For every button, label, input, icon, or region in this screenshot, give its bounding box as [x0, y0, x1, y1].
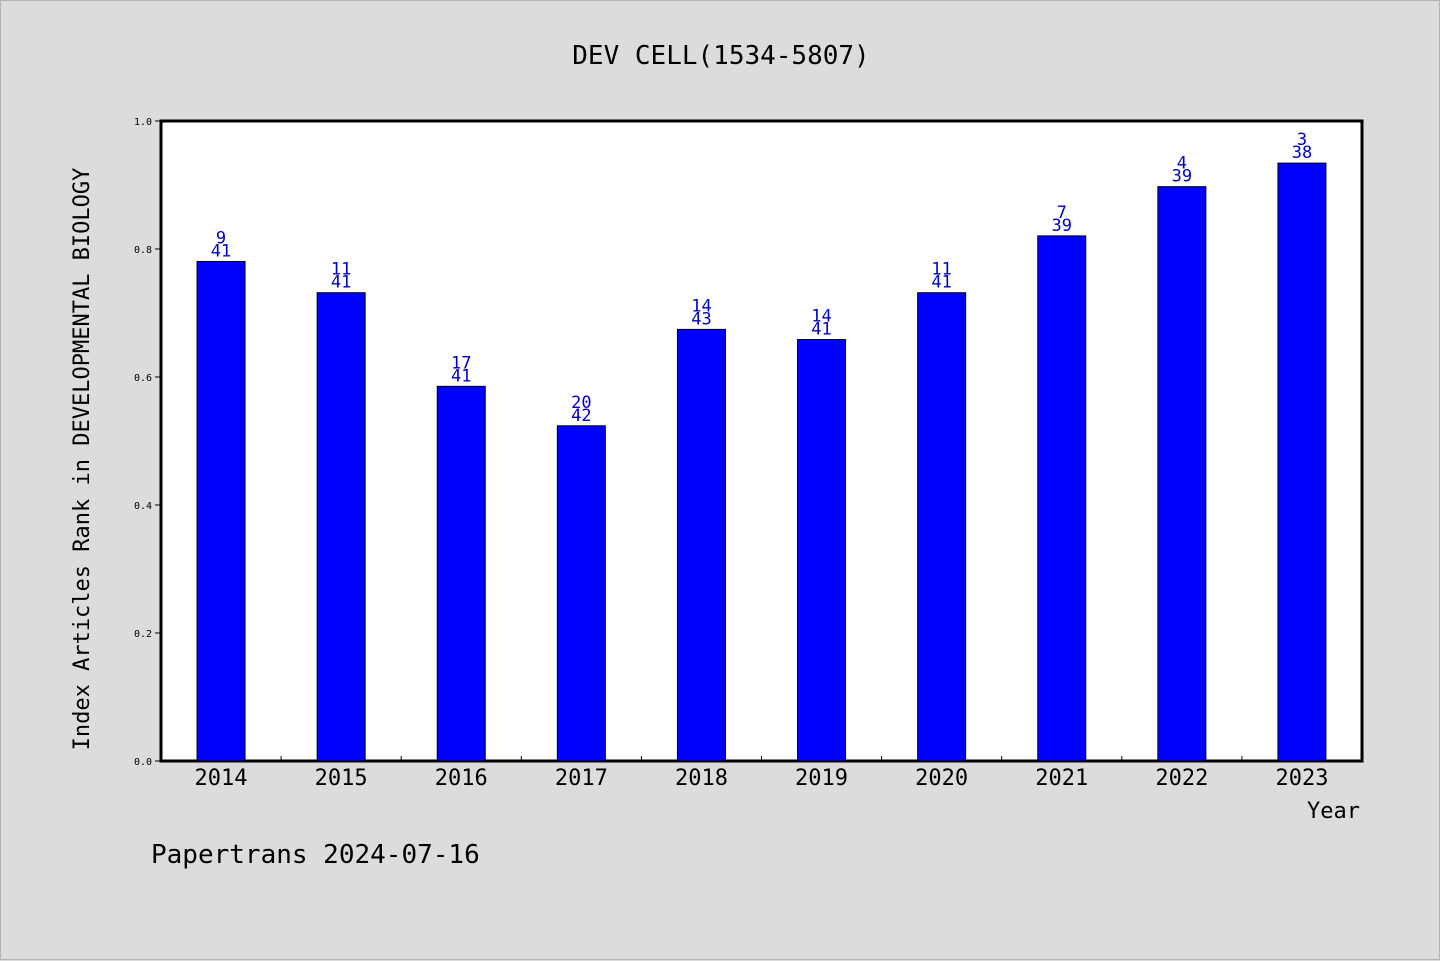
bar-2022	[1157, 186, 1207, 762]
bar-rank-label: 11	[331, 260, 351, 280]
x-axis-label: Year	[1307, 799, 1360, 824]
y-tick-label: 0.4	[134, 501, 152, 512]
bar-2019	[797, 339, 847, 762]
bar-total-label: 41	[931, 273, 951, 293]
x-tick-label: 2017	[555, 766, 608, 791]
y-tick-label: 0.6	[134, 373, 152, 384]
bar-rank-label: 11	[931, 260, 951, 280]
bar-2023	[1277, 162, 1327, 762]
x-tick-label: 2015	[315, 766, 368, 791]
bar-total-label: 39	[1172, 167, 1192, 187]
bar-2018	[676, 328, 726, 762]
x-tick-label: 2018	[675, 766, 728, 791]
bar-rank-label: 17	[451, 353, 471, 373]
bar-2015	[316, 292, 366, 762]
bar-2017	[556, 425, 606, 762]
x-tick-label: 2023	[1275, 766, 1328, 791]
bar-total-label: 41	[451, 366, 471, 386]
x-tick-label: 2021	[1035, 766, 1088, 791]
bar-total-label: 42	[571, 406, 591, 426]
x-tick-label: 2020	[915, 766, 968, 791]
x-tick-label: 2022	[1155, 766, 1208, 791]
bar-rank-label: 20	[571, 393, 591, 413]
bar-rank-label: 7	[1057, 203, 1067, 223]
x-tick-label: 2016	[435, 766, 488, 791]
y-tick-label: 0.8	[134, 245, 152, 256]
x-tick-label: 2019	[795, 766, 848, 791]
bar-2014	[196, 260, 246, 762]
bar-total-label: 41	[211, 241, 231, 261]
bar-rank-label: 14	[691, 296, 711, 316]
y-tick-label: 0.0	[134, 757, 152, 768]
footer-credit: Papertrans 2024-07-16	[151, 840, 480, 870]
chart-title: DEV CELL(1534-5807)	[572, 41, 869, 71]
bar-total-label: 41	[811, 320, 831, 340]
y-axis-label: Index Articles Rank in DEVELOPMENTAL BIO…	[70, 168, 95, 751]
bar-2021	[1037, 235, 1087, 762]
bar-rank-label: 9	[216, 228, 226, 248]
bar-rank-label: 14	[811, 307, 831, 327]
bar-total-label: 43	[691, 309, 711, 329]
bar-total-label: 39	[1052, 216, 1072, 236]
y-tick-label: 0.2	[134, 629, 152, 640]
bar-2020	[917, 292, 967, 762]
bar-2016	[436, 385, 486, 762]
bar-total-label: 41	[331, 273, 351, 293]
bar-rank-label: 3	[1297, 130, 1307, 150]
y-tick-label: 1.0	[134, 117, 152, 128]
bar-total-label: 38	[1292, 143, 1312, 163]
x-tick-label: 2014	[195, 766, 248, 791]
bar-rank-label: 4	[1177, 154, 1187, 174]
